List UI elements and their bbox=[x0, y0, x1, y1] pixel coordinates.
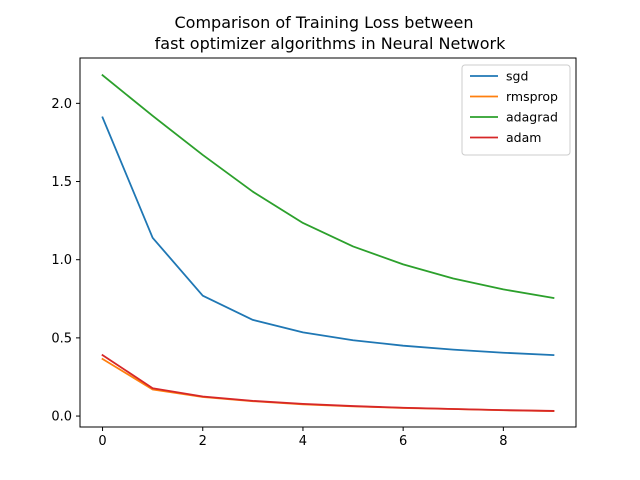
series-line-sgd bbox=[101, 116, 555, 357]
series-line-adam bbox=[101, 353, 555, 412]
axes: 0 2 4 6 8 0.0 0.5 1.0 1.5 2.0 bbox=[51, 57, 577, 449]
legend-box bbox=[461, 64, 571, 156]
legend: sgd rmsprop adagrad adam bbox=[461, 64, 571, 156]
y-tick-label: 2.0 bbox=[51, 97, 72, 112]
y-tick-label: 1.0 bbox=[51, 253, 72, 268]
series-line-rmsprop bbox=[101, 357, 555, 412]
x-tick-label: 6 bbox=[399, 434, 407, 449]
legend-label-adagrad: adagrad bbox=[506, 110, 558, 125]
legend-label-adam: adam bbox=[506, 130, 541, 145]
x-tick-label: 2 bbox=[199, 434, 207, 449]
chart-title-line-2: fast optimizer algorithms in Neural Netw… bbox=[155, 34, 506, 53]
x-tick-label: 8 bbox=[499, 434, 507, 449]
y-tick-label: 0.0 bbox=[51, 410, 72, 425]
y-tick-label: 1.5 bbox=[51, 175, 72, 190]
x-tick-label: 4 bbox=[299, 434, 307, 449]
series-line-adagrad bbox=[101, 73, 555, 300]
y-tick-label: 0.5 bbox=[51, 331, 72, 346]
legend-label-rmsprop: rmsprop bbox=[506, 89, 558, 104]
legend-label-sgd: sgd bbox=[506, 69, 528, 84]
plot-area bbox=[101, 73, 555, 412]
x-tick-label: 0 bbox=[98, 434, 106, 449]
plot-frame bbox=[79, 57, 577, 428]
chart-title-line-1: Comparison of Training Loss between bbox=[175, 13, 474, 32]
